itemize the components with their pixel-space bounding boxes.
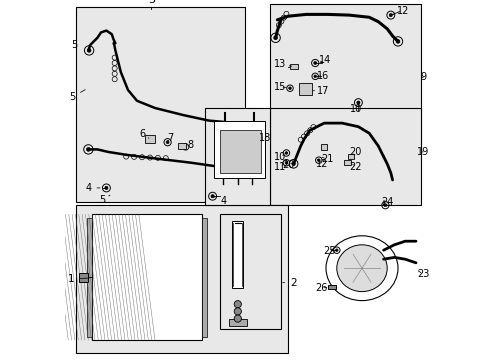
Text: 12: 12 [393,6,410,16]
Bar [270,4,421,155]
Text: 19: 19 [417,147,429,157]
Text: 16: 16 [318,71,330,81]
Circle shape [292,162,295,166]
Bar [145,135,155,143]
Circle shape [285,161,288,164]
Bar [328,285,336,289]
Text: 18: 18 [259,133,271,143]
Circle shape [87,49,91,52]
Text: 13: 13 [274,59,292,69]
Circle shape [87,148,90,151]
Bar [344,160,351,165]
Circle shape [211,195,214,198]
Text: 22: 22 [350,162,362,172]
Bar [178,143,186,149]
Bar [321,144,327,150]
Bar [76,7,245,202]
Circle shape [314,62,317,64]
Text: 2: 2 [283,278,297,288]
Bar [270,108,421,205]
Ellipse shape [326,236,398,301]
Bar [79,273,88,282]
Circle shape [274,36,277,40]
Text: 26: 26 [315,283,327,293]
Circle shape [357,101,360,104]
Circle shape [396,40,400,43]
Circle shape [227,166,231,169]
Circle shape [336,249,338,252]
Bar [232,221,243,288]
Bar [87,218,92,337]
Bar [348,154,354,159]
Text: 3: 3 [148,0,155,5]
Text: 4: 4 [215,195,226,206]
Text: 8: 8 [187,140,194,150]
Text: 5: 5 [69,90,85,102]
Text: 12: 12 [316,159,329,169]
Circle shape [234,315,242,322]
Circle shape [314,75,317,78]
Text: 25: 25 [323,246,336,256]
Text: 21: 21 [321,154,333,164]
Text: 9: 9 [420,72,426,82]
Text: 10: 10 [274,152,286,162]
Bar [92,214,202,340]
Circle shape [234,301,242,308]
Text: 24: 24 [381,197,393,207]
Circle shape [105,186,108,189]
Circle shape [285,152,288,154]
Ellipse shape [337,245,387,292]
Text: 4: 4 [85,183,100,193]
Text: 14: 14 [319,55,331,66]
Text: 5: 5 [71,40,77,50]
Text: 10: 10 [350,104,362,114]
Circle shape [234,308,242,315]
Circle shape [289,87,291,90]
Text: 1: 1 [68,274,89,284]
Circle shape [318,159,320,162]
Text: 17: 17 [313,86,330,96]
Text: 6: 6 [139,129,149,139]
Text: 5: 5 [99,195,110,205]
Bar [215,121,265,178]
Bar [76,205,288,353]
Text: 20: 20 [282,159,294,170]
Bar [220,130,261,173]
Circle shape [384,204,387,207]
Bar [299,83,312,95]
Bar [229,319,247,326]
Bar [290,64,297,69]
Circle shape [166,141,169,144]
Text: 15: 15 [274,82,287,92]
Bar [220,214,281,329]
Circle shape [389,14,392,17]
Bar [202,218,207,337]
Text: 20: 20 [350,147,362,157]
Bar [205,108,270,205]
Text: 11: 11 [274,162,286,172]
Text: 23: 23 [417,269,429,279]
Text: 7: 7 [167,133,173,143]
